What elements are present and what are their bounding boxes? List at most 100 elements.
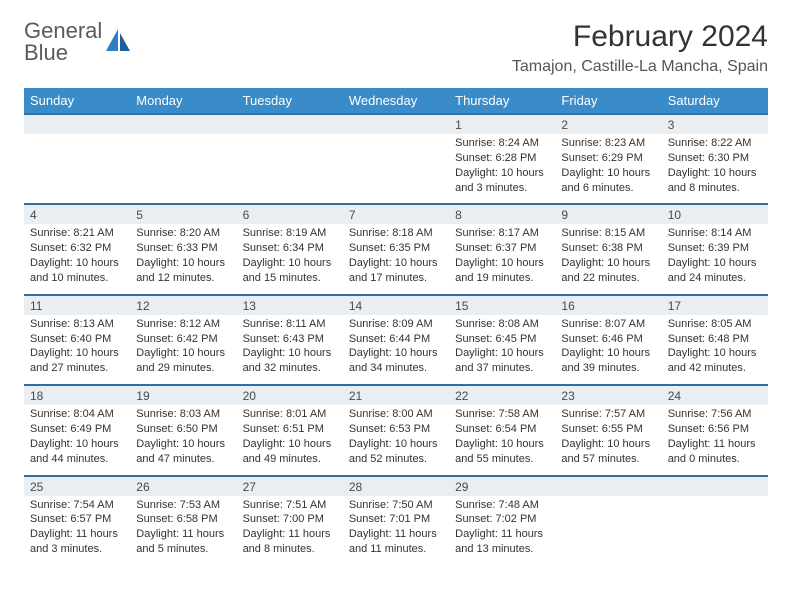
day-detail-line: and 12 minutes.: [136, 271, 230, 286]
weekday-header: Monday: [130, 88, 236, 114]
day-detail-line: Sunrise: 7:50 AM: [349, 498, 443, 513]
day-detail-line: and 57 minutes.: [561, 452, 655, 467]
day-number-row: 11121314151617: [24, 295, 768, 315]
day-detail-line: Daylight: 10 hours: [455, 437, 549, 452]
day-number-cell: 29: [449, 476, 555, 496]
day-detail-line: and 10 minutes.: [30, 271, 124, 286]
weekday-header: Saturday: [662, 88, 768, 114]
day-details-cell: Sunrise: 8:15 AMSunset: 6:38 PMDaylight:…: [555, 224, 661, 294]
day-details-cell: [662, 496, 768, 565]
day-detail-line: Sunrise: 8:21 AM: [30, 226, 124, 241]
day-detail-line: Daylight: 10 hours: [455, 166, 549, 181]
day-number-cell: [555, 476, 661, 496]
day-detail-line: Sunset: 6:37 PM: [455, 241, 549, 256]
sail-icon: [104, 27, 132, 57]
brand-logo: General Blue: [24, 20, 132, 64]
weekday-header: Sunday: [24, 88, 130, 114]
day-detail-line: Sunrise: 8:01 AM: [243, 407, 337, 422]
day-detail-line: Daylight: 10 hours: [30, 437, 124, 452]
day-detail-line: Sunset: 7:02 PM: [455, 512, 549, 527]
day-details-cell: [237, 134, 343, 204]
day-details-cell: Sunrise: 8:14 AMSunset: 6:39 PMDaylight:…: [662, 224, 768, 294]
day-number-cell: 21: [343, 385, 449, 405]
day-detail-line: Sunset: 6:48 PM: [668, 332, 762, 347]
day-detail-line: and 6 minutes.: [561, 181, 655, 196]
day-number-cell: 8: [449, 204, 555, 224]
day-detail-line: Sunset: 6:53 PM: [349, 422, 443, 437]
day-detail-line: and 3 minutes.: [455, 181, 549, 196]
calendar-table: Sunday Monday Tuesday Wednesday Thursday…: [24, 88, 768, 565]
day-detail-line: Daylight: 10 hours: [561, 346, 655, 361]
day-detail-line: and 39 minutes.: [561, 361, 655, 376]
day-detail-line: Sunset: 6:55 PM: [561, 422, 655, 437]
day-detail-line: and 8 minutes.: [668, 181, 762, 196]
day-detail-line: Sunrise: 7:51 AM: [243, 498, 337, 513]
day-detail-line: Daylight: 11 hours: [136, 527, 230, 542]
day-detail-line: and 52 minutes.: [349, 452, 443, 467]
day-details-cell: Sunrise: 8:00 AMSunset: 6:53 PMDaylight:…: [343, 405, 449, 475]
day-number-cell: 20: [237, 385, 343, 405]
day-detail-line: Sunset: 6:54 PM: [455, 422, 549, 437]
day-number-cell: [24, 114, 130, 134]
day-detail-line: and 3 minutes.: [30, 542, 124, 557]
day-details-cell: Sunrise: 8:17 AMSunset: 6:37 PMDaylight:…: [449, 224, 555, 294]
day-detail-line: Sunset: 6:30 PM: [668, 151, 762, 166]
day-number-cell: 5: [130, 204, 236, 224]
day-detail-line: Daylight: 10 hours: [136, 256, 230, 271]
day-detail-line: Sunrise: 7:58 AM: [455, 407, 549, 422]
day-number-row: 123: [24, 114, 768, 134]
day-number-cell: 26: [130, 476, 236, 496]
day-number-cell: 14: [343, 295, 449, 315]
day-detail-line: Sunset: 6:46 PM: [561, 332, 655, 347]
day-number-row: 45678910: [24, 204, 768, 224]
day-detail-line: Daylight: 11 hours: [243, 527, 337, 542]
day-detail-line: Daylight: 11 hours: [349, 527, 443, 542]
day-details-cell: Sunrise: 8:05 AMSunset: 6:48 PMDaylight:…: [662, 315, 768, 385]
day-number-cell: 15: [449, 295, 555, 315]
day-detail-line: Daylight: 10 hours: [668, 256, 762, 271]
day-detail-line: Sunset: 6:49 PM: [30, 422, 124, 437]
day-number-cell: 10: [662, 204, 768, 224]
day-detail-line: Sunrise: 8:00 AM: [349, 407, 443, 422]
day-details-cell: Sunrise: 7:54 AMSunset: 6:57 PMDaylight:…: [24, 496, 130, 565]
day-number-cell: 24: [662, 385, 768, 405]
day-detail-line: and 32 minutes.: [243, 361, 337, 376]
day-detail-line: Sunset: 6:45 PM: [455, 332, 549, 347]
day-detail-line: Sunrise: 7:54 AM: [30, 498, 124, 513]
day-detail-line: Sunset: 6:35 PM: [349, 241, 443, 256]
day-number-cell: 27: [237, 476, 343, 496]
day-detail-line: Daylight: 11 hours: [668, 437, 762, 452]
day-detail-line: Sunset: 6:57 PM: [30, 512, 124, 527]
day-detail-line: Sunset: 7:00 PM: [243, 512, 337, 527]
day-detail-line: Sunset: 6:39 PM: [668, 241, 762, 256]
day-detail-line: Daylight: 10 hours: [136, 437, 230, 452]
day-detail-line: Sunrise: 8:13 AM: [30, 317, 124, 332]
day-details-cell: Sunrise: 8:07 AMSunset: 6:46 PMDaylight:…: [555, 315, 661, 385]
day-detail-line: Sunrise: 8:12 AM: [136, 317, 230, 332]
day-detail-line: Daylight: 10 hours: [668, 166, 762, 181]
day-detail-line: and 29 minutes.: [136, 361, 230, 376]
day-number-cell: 22: [449, 385, 555, 405]
day-detail-line: Sunset: 6:51 PM: [243, 422, 337, 437]
day-detail-line: Daylight: 10 hours: [243, 437, 337, 452]
day-details-row: Sunrise: 8:21 AMSunset: 6:32 PMDaylight:…: [24, 224, 768, 294]
day-details-cell: Sunrise: 8:22 AMSunset: 6:30 PMDaylight:…: [662, 134, 768, 204]
day-details-cell: Sunrise: 7:50 AMSunset: 7:01 PMDaylight:…: [343, 496, 449, 565]
day-details-cell: Sunrise: 8:19 AMSunset: 6:34 PMDaylight:…: [237, 224, 343, 294]
day-detail-line: Daylight: 10 hours: [30, 256, 124, 271]
day-number-cell: 25: [24, 476, 130, 496]
day-details-cell: [555, 496, 661, 565]
day-number-cell: 12: [130, 295, 236, 315]
day-detail-line: Sunrise: 8:07 AM: [561, 317, 655, 332]
day-detail-line: Daylight: 11 hours: [30, 527, 124, 542]
day-number-cell: 18: [24, 385, 130, 405]
day-detail-line: and 17 minutes.: [349, 271, 443, 286]
day-number-cell: 3: [662, 114, 768, 134]
day-number-cell: 7: [343, 204, 449, 224]
day-details-cell: Sunrise: 8:01 AMSunset: 6:51 PMDaylight:…: [237, 405, 343, 475]
day-detail-line: Sunrise: 8:24 AM: [455, 136, 549, 151]
day-details-cell: Sunrise: 7:51 AMSunset: 7:00 PMDaylight:…: [237, 496, 343, 565]
day-detail-line: Sunset: 6:38 PM: [561, 241, 655, 256]
day-detail-line: Sunset: 6:56 PM: [668, 422, 762, 437]
day-detail-line: Sunset: 6:50 PM: [136, 422, 230, 437]
